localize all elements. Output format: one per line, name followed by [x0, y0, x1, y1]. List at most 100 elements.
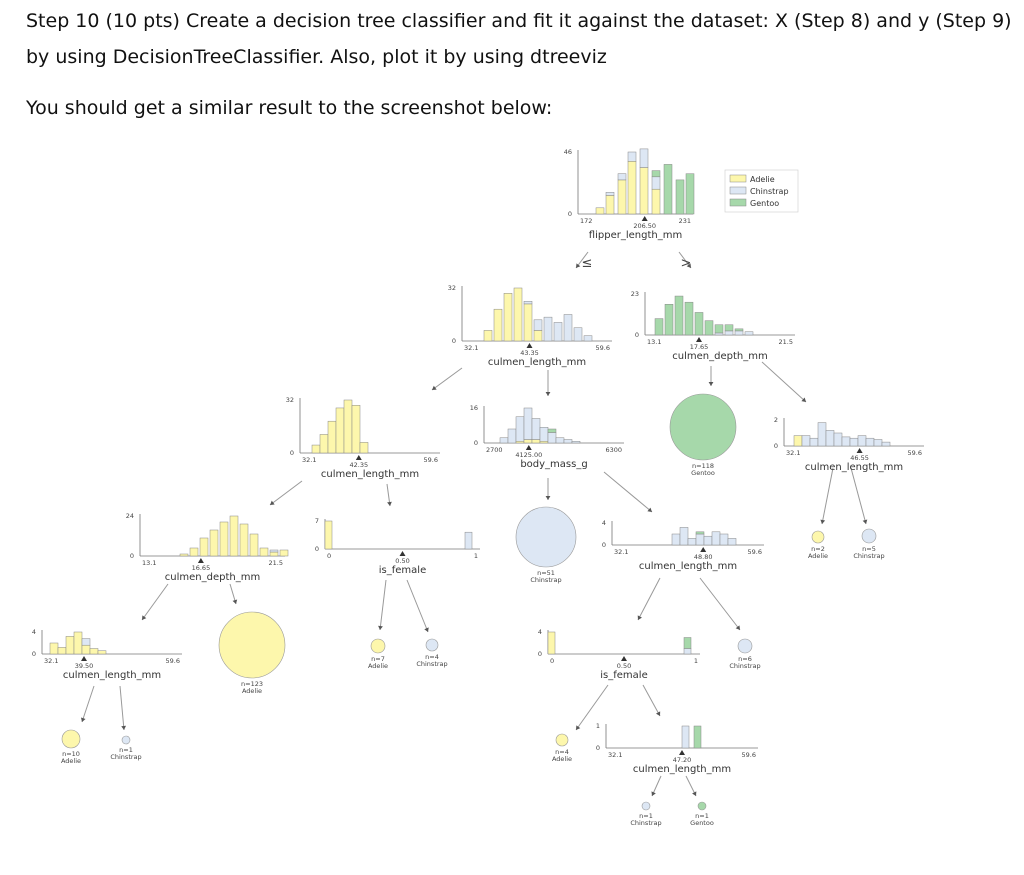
y-max-label: 46: [564, 148, 572, 156]
hist-bar-chinstrap: [683, 648, 692, 655]
edge-arrowhead: [545, 496, 551, 500]
hist-bar-chinstrap: [639, 148, 649, 168]
hist-bar-chinstrap: [734, 330, 744, 336]
edge-arrowhead: [576, 263, 581, 268]
y-max-label: 23: [631, 290, 639, 298]
legend-swatch-adelie: [729, 174, 747, 183]
hist-bar-adelie: [269, 551, 279, 557]
threshold-marker: [525, 445, 532, 450]
x-max-label: 1: [694, 657, 698, 665]
leaf-circle: [61, 729, 81, 749]
leaf-circle: [737, 638, 753, 654]
edge-arrowhead: [820, 519, 826, 524]
hist-bar-adelie: [359, 442, 369, 454]
hist-bar-gentoo: [685, 173, 695, 215]
feature-label: culmen_length_mm: [639, 561, 737, 572]
hist-bar-chinstrap: [679, 527, 689, 546]
hist-bar-chinstrap: [711, 531, 721, 546]
hist-bar-chinstrap: [833, 432, 843, 447]
hist-bar-adelie: [259, 547, 269, 557]
leaf-class: Adelie: [61, 757, 81, 765]
y-zero-label: 0: [290, 449, 294, 457]
edge-label-gt: >: [681, 256, 692, 271]
leaf-count: n=118: [692, 462, 714, 470]
hist-bar-gentoo: [714, 324, 724, 334]
leaf-count: n=2: [811, 545, 825, 553]
hist-bar-chinstrap: [809, 437, 819, 447]
hist-bar-adelie: [249, 533, 259, 557]
leaf-count: n=1: [695, 812, 709, 820]
hist-bar-chinstrap: [703, 535, 713, 546]
feature-label: body_mass_g: [520, 459, 587, 470]
hist-bar-adelie: [639, 167, 649, 215]
tree-edge: [81, 685, 95, 723]
hist-bar-chinstrap: [539, 427, 549, 442]
hist-bar-adelie: [279, 549, 289, 557]
threshold-marker: [679, 750, 685, 755]
hist-bar-chinstrap: [687, 538, 697, 546]
hist-bar-chinstrap: [533, 319, 543, 331]
threshold-label: 46.55: [850, 454, 869, 462]
hist-bar-adelie: [229, 515, 239, 557]
legend: Adelie Chinstrap Gentoo: [724, 169, 799, 213]
edge-arrowhead: [655, 711, 661, 716]
tree-edge: [119, 685, 125, 731]
leaf-class: Chinstrap: [530, 576, 561, 584]
threshold-marker: [641, 216, 648, 221]
x-max-label: 59.6: [596, 344, 610, 352]
hist-bar-adelie: [627, 161, 637, 215]
tree-edge: [379, 579, 387, 631]
hist-bar-chinstrap: [727, 538, 737, 546]
x-min-label: 13.1: [647, 338, 661, 346]
hist-bar-adelie: [651, 188, 661, 215]
threshold-label: 47.20: [673, 756, 692, 764]
x-min-label: 13.1: [142, 559, 156, 567]
hist-bar-adelie: [199, 537, 209, 557]
threshold-label: 0.50: [617, 662, 631, 670]
threshold-marker: [856, 448, 863, 453]
leaf-count: n=1: [639, 812, 653, 820]
legend-swatch-chinstrap: [729, 186, 747, 195]
y-max-label: 32: [286, 396, 294, 404]
hist-bar-chinstrap: [714, 332, 724, 336]
feature-label: culmen_length_mm: [63, 670, 161, 681]
x-min-label: 0: [327, 552, 331, 560]
hist-bar-chinstrap: [269, 549, 279, 553]
leaf-count: n=123: [241, 680, 263, 688]
y-max-label: 7: [315, 517, 319, 525]
hist-bar-chinstrap: [515, 416, 525, 442]
hist-bar-chinstrap: [553, 322, 563, 342]
hist-bar-adelie: [523, 303, 533, 342]
hist-bar-chinstrap: [627, 151, 637, 162]
threshold-label: 48.80: [694, 553, 713, 561]
legend-label-adelie: Adelie: [750, 175, 775, 184]
y-zero-label: 0: [602, 541, 606, 549]
tree-edge: [603, 471, 653, 513]
hist-bar-gentoo: [675, 179, 685, 215]
hist-bar-adelie: [73, 631, 83, 655]
edge-arrowhead: [686, 263, 691, 268]
hist-bar-chinstrap: [841, 436, 851, 447]
y-max-label: 4: [602, 519, 606, 527]
edge-arrowhead: [647, 507, 652, 512]
leaf-circle: [861, 528, 877, 544]
tree-edge: [699, 577, 741, 631]
threshold-marker: [197, 558, 204, 563]
leaf-circle: [425, 638, 439, 652]
x-max-label: 59.6: [908, 449, 922, 457]
edge-label-le: ≤: [582, 256, 593, 271]
x-min-label: 32.1: [464, 344, 478, 352]
y-zero-label: 0: [130, 552, 134, 560]
leaf-class: Gentoo: [691, 469, 715, 477]
threshold-marker: [696, 337, 702, 342]
instruction-line-3: You should get a similar result to the s…: [26, 97, 553, 119]
